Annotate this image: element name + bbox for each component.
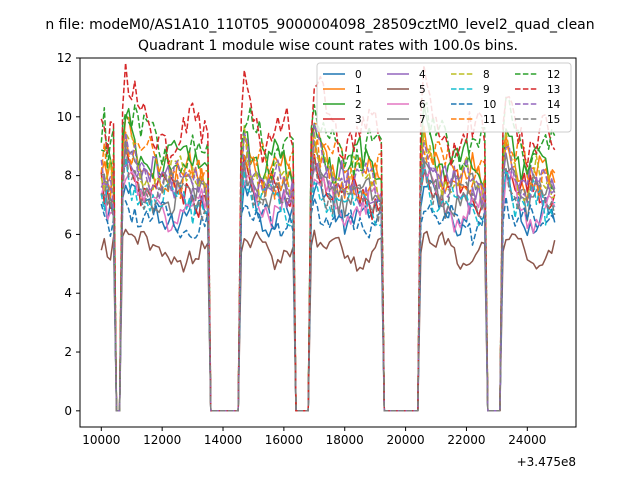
legend-box: [316, 62, 572, 133]
y-tick-label: 6: [64, 227, 72, 241]
y-tick-label: 0: [64, 404, 72, 418]
x-tick-label: 16000: [265, 433, 303, 447]
series-line-10: [100, 196, 556, 412]
series-line-12: [100, 96, 556, 412]
y-tick-label: 12: [57, 51, 72, 65]
x-tick-label: 18000: [326, 433, 364, 447]
legend-label: 14: [547, 99, 561, 111]
series-line-5: [100, 228, 556, 412]
x-tick-label: 10000: [82, 433, 120, 447]
x-tick-label: 22000: [447, 433, 485, 447]
series-line-9: [100, 157, 556, 412]
x-tick-label: 24000: [508, 433, 546, 447]
legend-label: 11: [483, 114, 496, 126]
legend-label: 13: [547, 84, 560, 96]
legend-label: 9: [483, 84, 490, 96]
legend-label: 1: [355, 84, 362, 96]
legend-label: 12: [547, 69, 560, 81]
x-axis: 10000 12000 14000 16000 18000 20000 22000 24000: [82, 427, 546, 447]
y-axis: 0 2 4 6 8 10 12: [57, 51, 80, 418]
chart-title: Quadrant 1 module wise count rates with …: [138, 38, 518, 54]
series-line-11: [100, 131, 556, 412]
legend-label: 10: [483, 99, 496, 111]
figure-suptitle: n file: modeM0/AS1A10_110T05_9000004098_…: [45, 17, 594, 33]
legend-label: 8: [483, 69, 490, 81]
legend-label: 4: [419, 69, 426, 81]
legend-label: 6: [419, 99, 426, 111]
plot-frame: [79, 57, 577, 428]
y-tick-label: 8: [64, 169, 72, 183]
legend-label: 3: [355, 114, 362, 126]
y-tick-label: 2: [64, 345, 72, 359]
y-tick-label: 4: [64, 286, 72, 300]
y-tick-label: 10: [57, 110, 72, 124]
legend-label: 2: [355, 99, 362, 111]
x-tick-label: 20000: [387, 433, 425, 447]
x-tick-label: 12000: [143, 433, 181, 447]
legend-label: 0: [355, 69, 362, 81]
legend-label: 5: [419, 84, 426, 96]
legend-label: 7: [419, 114, 426, 126]
x-offset-label: +3.475e8: [517, 455, 576, 469]
legend-label: 15: [547, 114, 560, 126]
series-line-14: [100, 123, 556, 412]
series-line-15: [100, 140, 556, 412]
x-tick-label: 14000: [204, 433, 242, 447]
